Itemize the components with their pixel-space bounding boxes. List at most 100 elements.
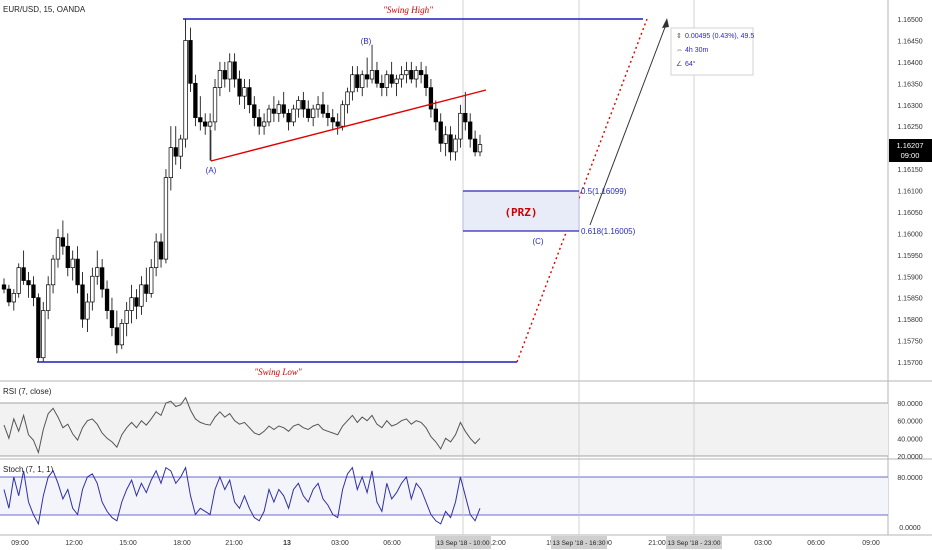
candle-body <box>266 108 272 123</box>
candle-body <box>252 104 257 118</box>
candle-body <box>153 241 159 269</box>
measure-line-1: 0.00495 (0.43%), 49.5 <box>685 33 754 40</box>
fib-05-label: 0.5(1.16099) <box>581 187 627 196</box>
time-tick: 00 <box>604 540 612 547</box>
candle-body <box>472 138 478 153</box>
candle-body <box>173 147 178 157</box>
candle-body <box>60 237 66 247</box>
candle-body <box>65 245 70 269</box>
candle-body <box>104 288 110 311</box>
candle-body <box>350 74 355 93</box>
price-tick: 1.15800 <box>897 317 922 324</box>
price-axis-bg <box>888 0 932 550</box>
candle-body <box>438 121 443 144</box>
time-tick: 12:00 <box>488 540 506 547</box>
candle-body <box>203 121 208 127</box>
candle-body <box>468 121 473 140</box>
candle-body <box>301 100 306 110</box>
candle-body <box>139 284 144 307</box>
measure-line-3: 64° <box>685 60 696 68</box>
candle-body <box>414 70 419 80</box>
measure-angle-icon: ∠ <box>676 60 682 68</box>
measure-box[interactable] <box>670 27 754 76</box>
candle-body <box>11 293 16 303</box>
candle-body <box>433 108 438 123</box>
candle-body <box>374 70 380 84</box>
candle-body <box>247 87 252 106</box>
candle-body <box>16 267 21 294</box>
price-tick: 1.15850 <box>897 296 922 303</box>
arrow-projection[interactable] <box>589 21 668 226</box>
time-marker-label: 13 Sep '18 - 23:00 <box>668 540 721 547</box>
candle-body <box>458 112 463 140</box>
time-marker-bg <box>551 536 607 549</box>
candle-body <box>271 108 277 114</box>
candle-body <box>217 70 223 88</box>
price-tick: 1.16450 <box>897 38 922 45</box>
rsi-axis: 80.0000 60.0000 40.0000 20.0000 <box>897 401 922 461</box>
prz-box[interactable] <box>462 190 580 232</box>
trend-line[interactable] <box>210 89 487 162</box>
candle-body <box>158 241 164 260</box>
rsi-title[interactable]: RSI (7, close) <box>3 387 52 396</box>
price-tick: 1.15950 <box>897 253 922 260</box>
measure-line-2: 4h 30m <box>685 47 709 54</box>
price-tick: 1.16000 <box>897 231 922 238</box>
candle-body <box>257 117 262 127</box>
candle-body <box>26 280 31 286</box>
candle-body <box>6 288 12 303</box>
candle-body <box>237 78 242 97</box>
candle-body <box>399 74 404 80</box>
point-a-label: (A) <box>206 166 217 175</box>
rsi-tick: 40.0000 <box>897 436 922 443</box>
candle-body <box>21 267 26 281</box>
swing-low-label: "Swing Low" <box>254 367 302 377</box>
dotted-projection[interactable] <box>516 18 648 363</box>
candle-body <box>394 78 399 84</box>
price-tick: 1.16050 <box>897 210 922 217</box>
candle-body <box>163 177 169 260</box>
price-axis[interactable]: 1.16500 1.16450 1.16400 1.16350 1.16300 1.162… <box>897 17 922 367</box>
candle-body <box>207 121 213 127</box>
candle-body <box>384 74 389 88</box>
candle-body <box>198 117 203 123</box>
candle-body <box>409 70 414 80</box>
candle-body <box>311 108 316 118</box>
last-price-bg <box>889 139 932 162</box>
candle-body <box>306 108 311 118</box>
candle-body <box>281 104 286 114</box>
rsi-band <box>0 403 888 456</box>
candle-body <box>345 91 350 106</box>
candle-body <box>119 323 124 346</box>
candle-body <box>99 267 105 290</box>
time-tick: 06:00 <box>807 540 825 547</box>
candle-body <box>114 327 120 346</box>
candle-body <box>325 112 331 118</box>
time-marker-bg <box>435 536 491 549</box>
stoch-title[interactable]: Stoch (7, 1, 1) <box>3 465 54 474</box>
price-tick: 1.16250 <box>897 124 922 131</box>
symbol-title[interactable]: EUR/USD, 15, OANDA <box>3 5 86 14</box>
candle-body <box>80 284 85 320</box>
price-tick: 1.15700 <box>897 360 922 367</box>
price-tick: 1.16350 <box>897 81 922 88</box>
candle-body <box>85 301 90 320</box>
candle-body <box>242 87 247 97</box>
candle-body <box>291 108 296 123</box>
candle-body <box>109 310 115 329</box>
candle-body <box>95 267 100 277</box>
rsi-tick: 60.0000 <box>897 419 922 426</box>
candle-body <box>369 70 375 80</box>
price-tick: 1.16500 <box>897 17 922 24</box>
fib-0618-label: 0.618(1.16005) <box>581 227 636 236</box>
candle-body <box>477 144 483 153</box>
time-marker-label: 13 Sep '18 - 10:00 <box>437 540 490 547</box>
candle-body <box>320 104 326 114</box>
candle-body <box>315 104 321 110</box>
time-axis[interactable]: 09:00 12:00 15:00 18:00 21:00 13 03:00 06:00 12:… <box>11 540 880 547</box>
rsi-tick: 80.0000 <box>897 401 922 408</box>
candle-body <box>335 121 340 127</box>
price-tick: 1.16100 <box>897 189 922 196</box>
countdown-label: 09:00 <box>901 151 920 160</box>
candle-body <box>453 138 458 153</box>
